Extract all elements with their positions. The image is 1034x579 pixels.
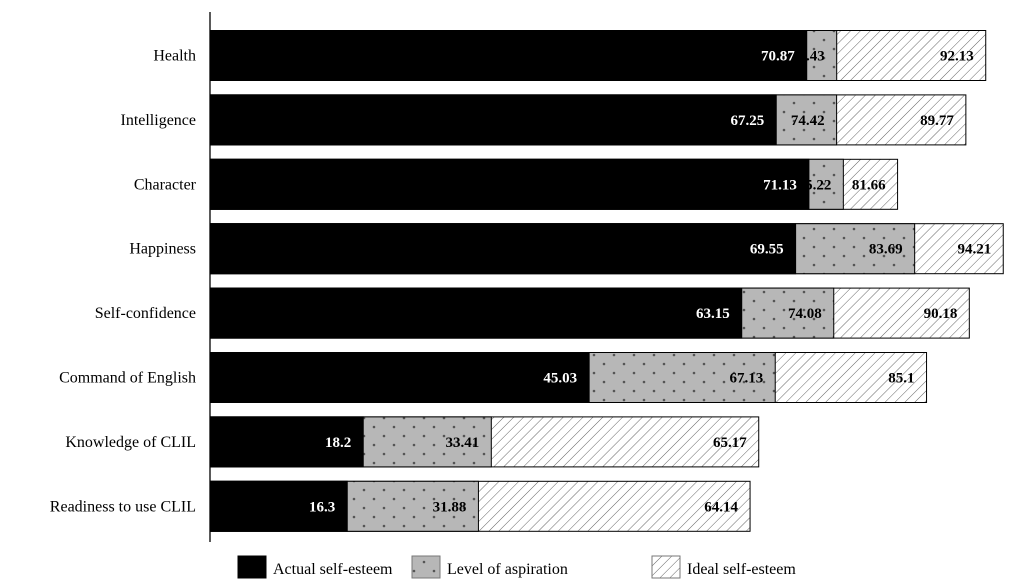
category-label-health: Health: [153, 48, 196, 65]
legend-swatch-level-of-aspiration: [411, 555, 441, 579]
data-label-ideal-self-esteem-command-of-english: 85.1: [888, 371, 914, 387]
data-label-ideal-self-esteem-self-confidence: 90.18: [924, 306, 958, 322]
category-label-intelligence: Intelligence: [120, 112, 196, 129]
data-label-ideal-self-esteem-happiness: 94.21: [957, 242, 991, 258]
legend-swatch-ideal-self-esteem: [651, 555, 681, 579]
category-label-readiness-to-use-clil: Readiness to use CLIL: [50, 498, 196, 515]
data-label-actual-self-esteem-health: 70.87: [761, 49, 795, 65]
category-label-self-confidence: Self-confidence: [95, 305, 196, 322]
legend-label-actual-self-esteem: Actual self-esteem: [273, 561, 393, 578]
data-label-actual-self-esteem-self-confidence: 63.15: [696, 306, 730, 322]
bar-actual-self-esteem-happiness: [209, 223, 797, 275]
data-label-level-of-aspiration-intelligence: 74.42: [791, 113, 825, 129]
data-label-ideal-self-esteem-intelligence: 89.77: [920, 113, 954, 129]
data-label-actual-self-esteem-knowledge-of-clil: 18.2: [325, 435, 351, 451]
data-label-level-of-aspiration-knowledge-of-clil: 33.41: [446, 435, 480, 451]
bar-actual-self-esteem-self-confidence: [209, 287, 743, 339]
data-label-level-of-aspiration-health: 74.43: [791, 49, 825, 65]
legend-swatch-actual-self-esteem: [237, 555, 267, 579]
data-label-actual-self-esteem-happiness: 69.55: [750, 242, 784, 258]
data-label-actual-self-esteem-readiness-to-use-clil: 16.3: [309, 499, 335, 515]
bar-actual-self-esteem-health: [209, 30, 808, 81]
data-label-ideal-self-esteem-knowledge-of-clil: 65.17: [713, 435, 747, 451]
data-label-ideal-self-esteem-readiness-to-use-clil: 64.14: [704, 499, 738, 515]
data-label-level-of-aspiration-readiness-to-use-clil: 31.88: [433, 499, 467, 515]
bar-actual-self-esteem-intelligence: [209, 94, 777, 146]
bar-actual-self-esteem-command-of-english: [209, 352, 590, 403]
data-label-level-of-aspiration-self-confidence: 74.08: [788, 306, 822, 322]
legend-label-ideal-self-esteem: Ideal self-esteem: [687, 561, 796, 578]
data-label-level-of-aspiration-happiness: 83.69: [869, 242, 903, 258]
category-label-happiness: Happiness: [129, 241, 196, 258]
data-label-actual-self-esteem-command-of-english: 45.03: [543, 371, 577, 387]
category-label-knowledge-of-clil: Knowledge of CLIL: [65, 434, 196, 451]
bar-actual-self-esteem-knowledge-of-clil: [209, 416, 364, 468]
legend-label-level-of-aspiration: Level of aspiration: [447, 561, 568, 578]
bars-layer: [209, 30, 1004, 532]
category-label-command-of-english: Command of English: [59, 370, 196, 387]
data-label-level-of-aspiration-command-of-english: 67.13: [729, 371, 763, 387]
data-label-ideal-self-esteem-health: 92.13: [940, 49, 974, 65]
bar-actual-self-esteem-character: [209, 158, 810, 210]
data-label-actual-self-esteem-intelligence: 67.25: [730, 113, 764, 129]
category-label-character: Character: [134, 176, 197, 193]
legend: Actual self-esteem Level of aspiration Ide…: [237, 555, 796, 579]
data-label-actual-self-esteem-character: 71.13: [763, 177, 797, 193]
data-label-ideal-self-esteem-character: 81.66: [852, 177, 886, 193]
data-label-level-of-aspiration-character: 75.22: [798, 177, 832, 193]
